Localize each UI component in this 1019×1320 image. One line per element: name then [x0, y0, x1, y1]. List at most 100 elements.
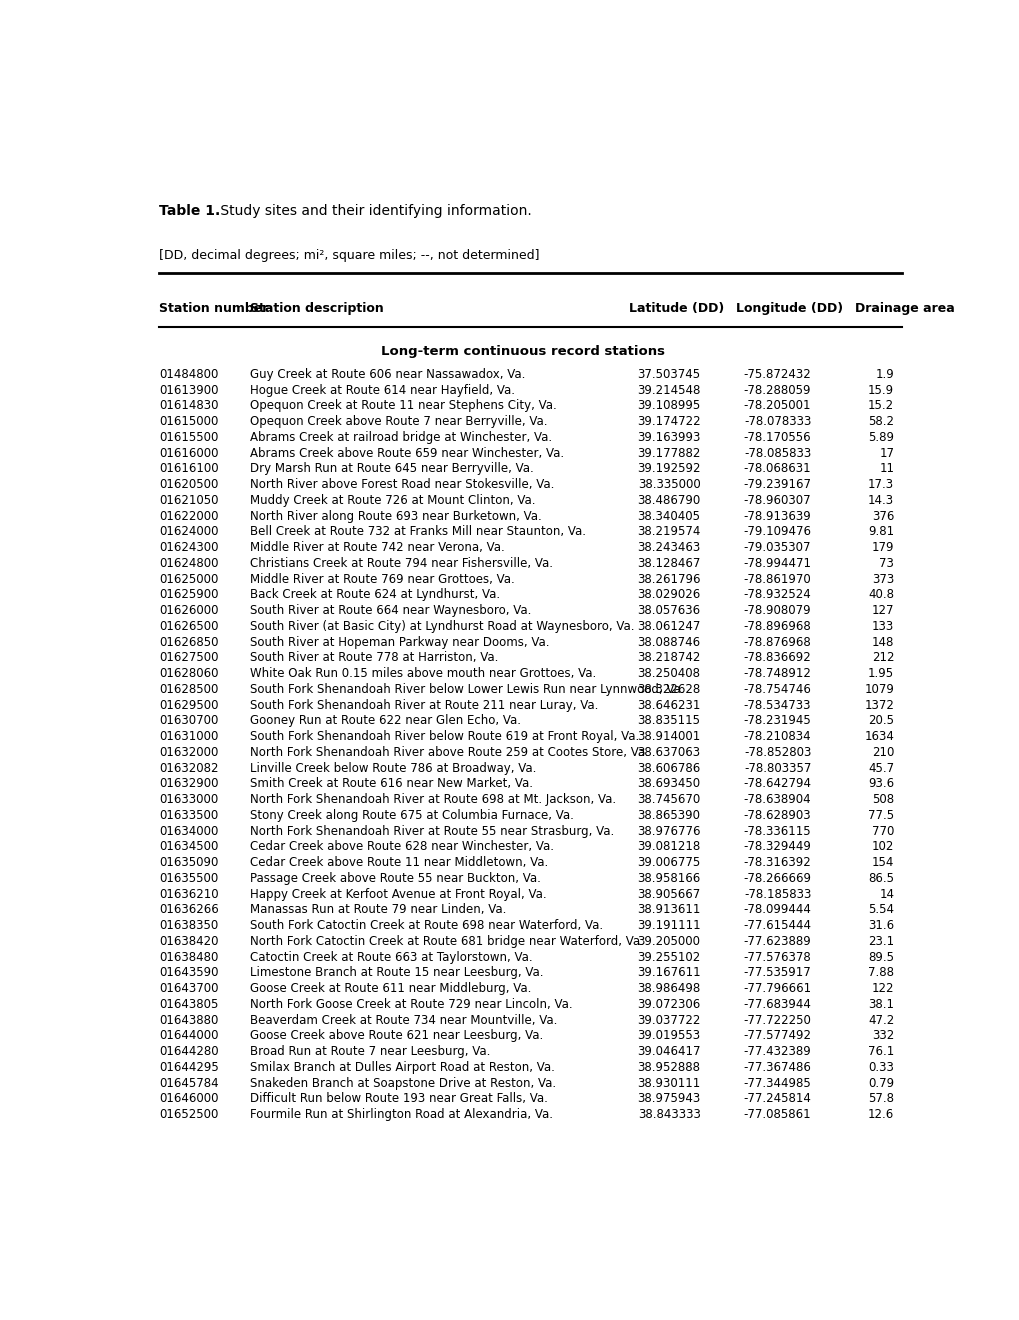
Text: -77.085861: -77.085861 — [743, 1109, 810, 1121]
Text: 01635090: 01635090 — [159, 857, 218, 869]
Text: 39.072306: 39.072306 — [637, 998, 700, 1011]
Text: -77.535917: -77.535917 — [743, 966, 810, 979]
Text: Opequon Creek at Route 11 near Stephens City, Va.: Opequon Creek at Route 11 near Stephens … — [250, 399, 556, 412]
Text: 39.108995: 39.108995 — [637, 399, 700, 412]
Text: Gooney Run at Route 622 near Glen Echo, Va.: Gooney Run at Route 622 near Glen Echo, … — [250, 714, 521, 727]
Text: 7.88: 7.88 — [867, 966, 894, 979]
Text: 38.745670: 38.745670 — [637, 793, 700, 807]
Text: -77.245814: -77.245814 — [743, 1093, 810, 1105]
Text: -77.432389: -77.432389 — [743, 1045, 810, 1059]
Text: 17: 17 — [878, 446, 894, 459]
Text: -78.638904: -78.638904 — [743, 793, 810, 807]
Text: Smith Creek at Route 616 near New Market, Va.: Smith Creek at Route 616 near New Market… — [250, 777, 533, 791]
Text: -79.239167: -79.239167 — [743, 478, 810, 491]
Text: South River at Route 778 at Harriston, Va.: South River at Route 778 at Harriston, V… — [250, 651, 498, 664]
Text: South Fork Catoctin Creek at Route 698 near Waterford, Va.: South Fork Catoctin Creek at Route 698 n… — [250, 919, 602, 932]
Text: 01625900: 01625900 — [159, 589, 218, 602]
Text: 376: 376 — [871, 510, 894, 523]
Text: 01643700: 01643700 — [159, 982, 218, 995]
Text: 770: 770 — [871, 825, 894, 838]
Text: 1372: 1372 — [863, 698, 894, 711]
Text: 1634: 1634 — [863, 730, 894, 743]
Text: Back Creek at Route 624 at Lyndhurst, Va.: Back Creek at Route 624 at Lyndhurst, Va… — [250, 589, 499, 602]
Text: 38.905667: 38.905667 — [637, 887, 700, 900]
Text: 39.255102: 39.255102 — [637, 950, 700, 964]
Text: 93.6: 93.6 — [867, 777, 894, 791]
Text: 39.191111: 39.191111 — [636, 919, 700, 932]
Text: 38.061247: 38.061247 — [637, 620, 700, 632]
Text: 179: 179 — [871, 541, 894, 554]
Text: 57.8: 57.8 — [867, 1093, 894, 1105]
Text: 15.9: 15.9 — [867, 384, 894, 396]
Text: 9.81: 9.81 — [867, 525, 894, 539]
Text: 01615000: 01615000 — [159, 414, 218, 428]
Text: South River at Route 664 near Waynesboro, Va.: South River at Route 664 near Waynesboro… — [250, 605, 531, 616]
Text: South River (at Basic City) at Lyndhurst Road at Waynesboro, Va.: South River (at Basic City) at Lyndhurst… — [250, 620, 634, 632]
Text: -78.861970: -78.861970 — [743, 573, 810, 586]
Text: -78.205001: -78.205001 — [743, 399, 810, 412]
Text: 01616100: 01616100 — [159, 462, 218, 475]
Text: Snakeden Branch at Soapstone Drive at Reston, Va.: Snakeden Branch at Soapstone Drive at Re… — [250, 1077, 555, 1090]
Text: -78.932524: -78.932524 — [743, 589, 810, 602]
Text: Beaverdam Creek at Route 734 near Mountville, Va.: Beaverdam Creek at Route 734 near Mountv… — [250, 1014, 556, 1027]
Text: 39.006775: 39.006775 — [637, 857, 700, 869]
Text: 332: 332 — [871, 1030, 894, 1043]
Text: 39.192592: 39.192592 — [637, 462, 700, 475]
Text: -78.170556: -78.170556 — [743, 430, 810, 444]
Text: 38.486790: 38.486790 — [637, 494, 700, 507]
Text: -78.336115: -78.336115 — [743, 825, 810, 838]
Text: 01622000: 01622000 — [159, 510, 218, 523]
Text: North Fork Shenandoah River above Route 259 at Cootes Store, Va.: North Fork Shenandoah River above Route … — [250, 746, 648, 759]
Text: -77.577492: -77.577492 — [743, 1030, 810, 1043]
Text: 39.163993: 39.163993 — [637, 430, 700, 444]
Text: 01626500: 01626500 — [159, 620, 218, 632]
Text: Longitude (DD): Longitude (DD) — [736, 302, 843, 314]
Text: South Fork Shenandoah River below Lower Lewis Run near Lynnwood, Va.: South Fork Shenandoah River below Lower … — [250, 682, 684, 696]
Text: 73: 73 — [878, 557, 894, 570]
Text: Christians Creek at Route 794 near Fishersville, Va.: Christians Creek at Route 794 near Fishe… — [250, 557, 552, 570]
Text: Long-term continuous record stations: Long-term continuous record stations — [380, 346, 664, 359]
Text: 01634000: 01634000 — [159, 825, 218, 838]
Text: Hogue Creek at Route 614 near Hayfield, Va.: Hogue Creek at Route 614 near Hayfield, … — [250, 384, 515, 396]
Text: 38.646231: 38.646231 — [637, 698, 700, 711]
Text: -79.035307: -79.035307 — [743, 541, 810, 554]
Text: -77.344985: -77.344985 — [743, 1077, 810, 1090]
Text: -78.836692: -78.836692 — [743, 651, 810, 664]
Text: 38.975943: 38.975943 — [637, 1093, 700, 1105]
Text: 38.843333: 38.843333 — [637, 1109, 700, 1121]
Text: 01643880: 01643880 — [159, 1014, 218, 1027]
Text: 38.930111: 38.930111 — [637, 1077, 700, 1090]
Text: -78.078333: -78.078333 — [743, 414, 810, 428]
Text: 38.128467: 38.128467 — [637, 557, 700, 570]
Text: 01615500: 01615500 — [159, 430, 218, 444]
Text: 38.057636: 38.057636 — [637, 605, 700, 616]
Text: -78.994471: -78.994471 — [743, 557, 810, 570]
Text: 38.637063: 38.637063 — [637, 746, 700, 759]
Text: 373: 373 — [871, 573, 894, 586]
Text: 01624300: 01624300 — [159, 541, 218, 554]
Text: Cedar Creek above Route 11 near Middletown, Va.: Cedar Creek above Route 11 near Middleto… — [250, 857, 548, 869]
Text: -78.960307: -78.960307 — [743, 494, 810, 507]
Text: North Fork Goose Creek at Route 729 near Lincoln, Va.: North Fork Goose Creek at Route 729 near… — [250, 998, 572, 1011]
Text: 37.503745: 37.503745 — [637, 368, 700, 380]
Text: 0.79: 0.79 — [867, 1077, 894, 1090]
Text: 38.029026: 38.029026 — [637, 589, 700, 602]
Text: 01643805: 01643805 — [159, 998, 218, 1011]
Text: Muddy Creek at Route 726 at Mount Clinton, Va.: Muddy Creek at Route 726 at Mount Clinto… — [250, 494, 535, 507]
Text: 38.958166: 38.958166 — [637, 873, 700, 884]
Text: -78.266669: -78.266669 — [743, 873, 810, 884]
Text: -77.683944: -77.683944 — [743, 998, 810, 1011]
Text: Catoctin Creek at Route 663 at Taylorstown, Va.: Catoctin Creek at Route 663 at Taylorsto… — [250, 950, 532, 964]
Text: 01638480: 01638480 — [159, 950, 218, 964]
Text: -77.623889: -77.623889 — [743, 935, 810, 948]
Text: Goose Creek at Route 611 near Middleburg, Va.: Goose Creek at Route 611 near Middleburg… — [250, 982, 531, 995]
Text: Fourmile Run at Shirlington Road at Alexandria, Va.: Fourmile Run at Shirlington Road at Alex… — [250, 1109, 552, 1121]
Text: 01620500: 01620500 — [159, 478, 218, 491]
Text: 01624000: 01624000 — [159, 525, 218, 539]
Text: 01632082: 01632082 — [159, 762, 218, 775]
Text: 39.019553: 39.019553 — [637, 1030, 700, 1043]
Text: South Fork Shenandoah River below Route 619 at Front Royal, Va.: South Fork Shenandoah River below Route … — [250, 730, 639, 743]
Text: -78.754746: -78.754746 — [743, 682, 810, 696]
Text: 212: 212 — [871, 651, 894, 664]
Text: 47.2: 47.2 — [867, 1014, 894, 1027]
